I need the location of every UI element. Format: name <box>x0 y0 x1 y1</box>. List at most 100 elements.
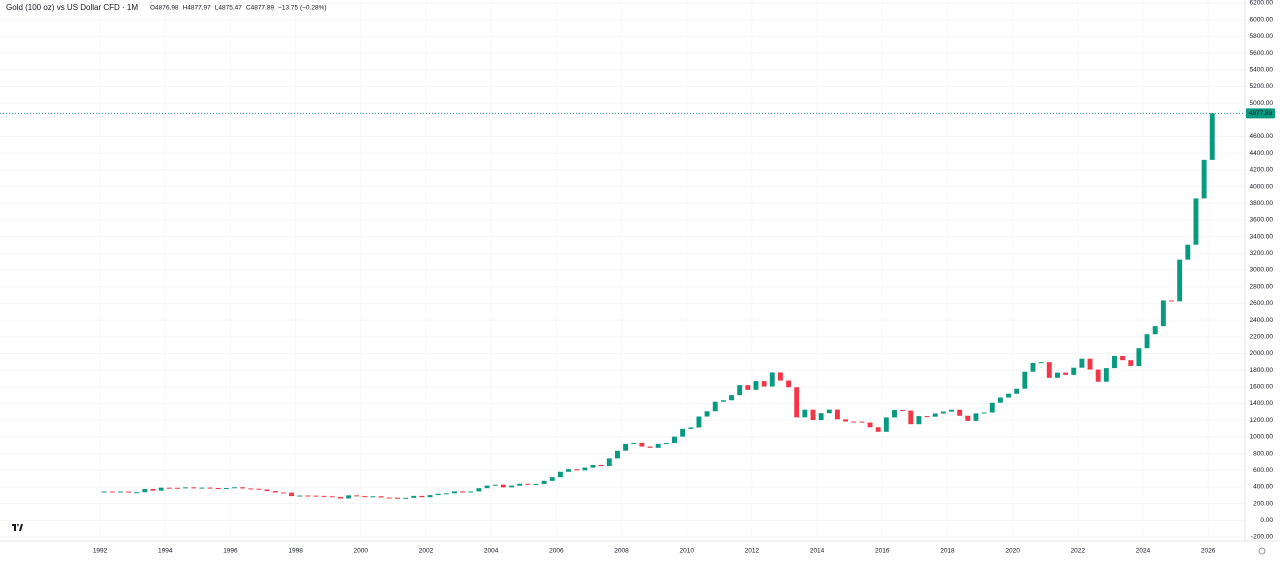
candle-body <box>403 497 409 499</box>
candle-body <box>191 487 197 489</box>
candle-body <box>346 495 352 499</box>
candle-body <box>1144 334 1150 349</box>
x-tick-label: 2024 <box>1136 548 1151 555</box>
y-tick-label: 6200.00 <box>1250 0 1274 7</box>
candle-body <box>158 487 164 491</box>
y-tick-label: 4200.00 <box>1250 167 1274 174</box>
candle-body <box>989 402 995 413</box>
x-tick-label: 1998 <box>288 548 303 555</box>
candle-body <box>623 443 629 451</box>
candle-body <box>175 487 180 489</box>
candle-body <box>109 491 115 493</box>
candle-body <box>435 493 441 496</box>
candle-body <box>582 467 588 471</box>
x-tick-label: 2014 <box>810 548 825 555</box>
candle-body <box>1136 348 1142 367</box>
candle-body <box>900 410 906 412</box>
x-tick-label: 2008 <box>614 548 629 555</box>
candle-body <box>932 413 938 417</box>
candle-body <box>313 495 319 497</box>
ohlc-legend: O4876.98 H4877.97 L4875.47 C4877.89 −13.75 (… <box>150 5 327 12</box>
candle-body <box>720 400 726 402</box>
y-tick-label: 1400.00 <box>1250 400 1274 407</box>
candle-body <box>908 410 914 425</box>
candle-body <box>875 427 881 432</box>
y-tick-label: 5000.00 <box>1250 100 1274 107</box>
y-tick-label: 5600.00 <box>1250 50 1274 57</box>
candle-body <box>1152 326 1158 335</box>
y-tick-label: 3200.00 <box>1250 250 1274 257</box>
ohlc-value: H4877.97 <box>183 5 212 12</box>
logo-mark <box>12 524 23 531</box>
candle-body <box>1169 300 1174 302</box>
candle-body <box>598 464 604 467</box>
candle-body <box>1193 198 1199 245</box>
candle-body <box>272 491 278 493</box>
candle-body <box>672 436 677 444</box>
candle-body <box>957 409 963 416</box>
candle-body <box>1103 368 1109 382</box>
candle-body <box>1095 369 1101 382</box>
y-tick-label: 2600.00 <box>1250 300 1274 307</box>
candle-body <box>1046 362 1052 378</box>
ohlc-value: −13.75 (−0.28%) <box>278 5 326 12</box>
x-tick-label: 2026 <box>1201 548 1216 555</box>
chart-title: Gold (100 oz) vs US Dollar CFD · 1M <box>6 3 138 12</box>
x-tick-label: 2022 <box>1071 548 1086 555</box>
candle-body <box>981 412 987 414</box>
candle-body <box>916 416 922 425</box>
candle-body <box>337 496 343 499</box>
candle-body <box>688 427 694 429</box>
candle-body <box>802 409 808 418</box>
candle-body <box>101 491 107 493</box>
candle-body <box>1087 358 1093 370</box>
candle-body <box>647 446 653 448</box>
candle-body <box>924 416 930 418</box>
y-tick-label: 5800.00 <box>1250 33 1274 40</box>
candle-body <box>680 428 686 437</box>
candle-body <box>1079 358 1085 368</box>
y-tick-label: 5400.00 <box>1250 66 1274 73</box>
candle-body <box>826 409 832 414</box>
candle-body <box>549 477 555 481</box>
candle-body <box>631 442 637 444</box>
candle-body <box>566 469 572 472</box>
candle-body <box>117 491 123 493</box>
candle-body <box>321 495 327 497</box>
overlay: 4877.89 <box>0 108 1275 119</box>
y-tick-label: 1200.00 <box>1250 417 1274 424</box>
candle-body <box>859 421 865 423</box>
candle-body <box>1030 362 1036 372</box>
settings-icon[interactable] <box>1258 547 1266 555</box>
candle-body <box>460 491 466 493</box>
candle-body <box>305 495 311 497</box>
candle-body <box>207 487 213 489</box>
candle-body <box>851 421 857 423</box>
candle-body <box>794 387 800 418</box>
x-tick-label: 2018 <box>940 548 955 555</box>
candle-body <box>378 496 384 498</box>
x-tick-label: 1994 <box>158 548 173 555</box>
y-tick-label: 2200.00 <box>1250 333 1274 340</box>
y-tick-label: 200.00 <box>1253 500 1273 507</box>
logo-bg <box>11 523 24 532</box>
candles <box>101 113 1215 499</box>
candle-body <box>395 497 400 499</box>
x-tick-label: 2000 <box>354 548 369 555</box>
candle-body <box>533 483 539 485</box>
candle-body <box>574 469 580 471</box>
x-tick-label: 1996 <box>223 548 238 555</box>
candle-body <box>419 495 425 498</box>
candle-body <box>223 488 229 490</box>
ohlc-value: O4876.98 <box>150 5 179 12</box>
y-tick-label: 1000.00 <box>1250 434 1274 441</box>
candle-body <box>215 488 221 490</box>
x-tick-label: 2012 <box>745 548 760 555</box>
candle-body <box>500 484 506 488</box>
candle-body <box>843 419 849 422</box>
candle-body <box>443 493 449 495</box>
candle-body <box>1120 356 1126 361</box>
candle-body <box>1022 371 1028 389</box>
x-tick-label: 2006 <box>549 548 564 555</box>
